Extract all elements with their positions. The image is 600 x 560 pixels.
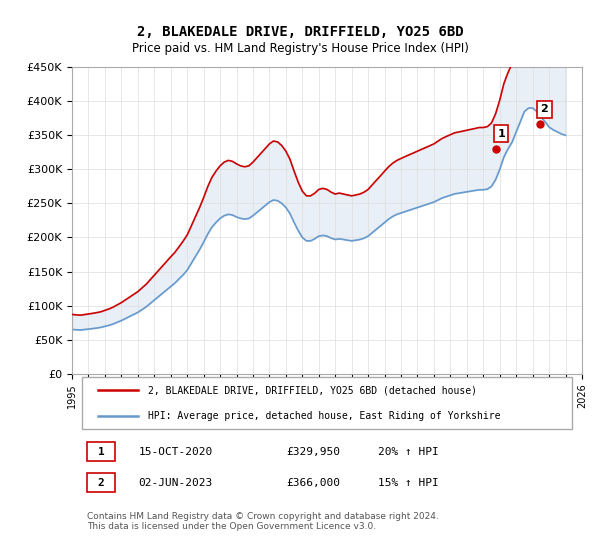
Text: 02-JUN-2023: 02-JUN-2023 [139,478,212,488]
FancyBboxPatch shape [88,442,115,461]
Text: £366,000: £366,000 [286,478,340,488]
Text: 2, BLAKEDALE DRIVE, DRIFFIELD, YO25 6BD (detached house): 2, BLAKEDALE DRIVE, DRIFFIELD, YO25 6BD … [149,385,478,395]
Text: 15% ↑ HPI: 15% ↑ HPI [378,478,439,488]
Text: 15-OCT-2020: 15-OCT-2020 [139,447,212,458]
Text: Price paid vs. HM Land Registry's House Price Index (HPI): Price paid vs. HM Land Registry's House … [131,42,469,55]
FancyBboxPatch shape [82,376,572,429]
Text: 2: 2 [541,104,548,114]
Text: HPI: Average price, detached house, East Riding of Yorkshire: HPI: Average price, detached house, East… [149,410,501,421]
Text: 1: 1 [497,129,505,139]
Text: £329,950: £329,950 [286,447,340,458]
Text: 1: 1 [98,447,104,458]
FancyBboxPatch shape [88,473,115,492]
Text: 2, BLAKEDALE DRIVE, DRIFFIELD, YO25 6BD: 2, BLAKEDALE DRIVE, DRIFFIELD, YO25 6BD [137,25,463,39]
Text: Contains HM Land Registry data © Crown copyright and database right 2024.
This d: Contains HM Land Registry data © Crown c… [88,512,439,531]
Text: 2: 2 [98,478,104,488]
Text: 20% ↑ HPI: 20% ↑ HPI [378,447,439,458]
